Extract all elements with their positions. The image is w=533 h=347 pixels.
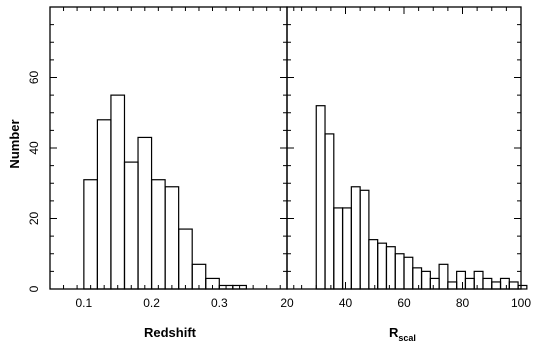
histogram-bar [385,246,396,290]
y-tick-label: 20 [27,212,41,226]
histogram-bar [499,277,510,290]
histogram-bar [341,207,352,290]
histogram-bar [315,105,326,290]
left-x-axis-label: Redshift [144,325,197,340]
histogram-bar [123,161,139,290]
y-tick-label: 0 [27,285,41,292]
histogram-bar [420,270,431,290]
histogram-bar [491,281,502,290]
histogram-bar [456,270,467,290]
histogram-bar [403,256,414,290]
right-x-axis-label-subscript: scal [398,333,416,343]
x-tick-label: 0.3 [211,296,228,310]
histogram-bar [412,267,423,290]
histogram-bar [464,277,475,290]
histogram-bar [324,133,335,290]
histogram-bar [110,94,126,290]
x-tick-label: 80 [456,296,470,310]
x-tick-label: 20 [280,296,294,310]
histogram-bar [350,186,361,290]
y-tick-label: 60 [27,71,41,85]
histogram-bar [96,119,112,290]
rscal-histogram-panel: 20 40 60 80 100 [280,6,531,310]
histogram-bar [333,207,344,290]
y-axis-label: Number [7,119,22,168]
histogram-bar [429,277,440,290]
histogram-bar [377,242,388,290]
histogram-bar [517,284,528,290]
histogram-bar [473,270,484,290]
right-x-axis-label-main: R [389,325,399,340]
y-tick-label: 40 [27,141,41,155]
histogram-bar [359,189,370,290]
histogram-bar [394,253,405,290]
histogram-bar [447,281,458,290]
plot-frame [286,6,522,290]
histogram-bar [137,136,153,290]
histogram-bar [178,228,193,290]
histogram-bar [83,179,98,290]
histogram-bar [150,179,166,290]
x-tick-label: 40 [339,296,353,310]
plot-frame [49,6,288,290]
histogram-bar [508,281,519,290]
x-tick-label: 0.2 [143,296,160,310]
histogram-bar [438,263,449,290]
x-tick-label: 100 [511,296,531,310]
histogram-bar [164,186,180,290]
histogram-bar [368,239,379,290]
histogram-bar [482,277,493,290]
x-tick-label: 0.1 [76,296,93,310]
right-x-axis-label: Rscal [389,325,416,343]
x-tick-label: 60 [397,296,411,310]
redshift-histogram-panel: 0.1 0.2 0.3 0 20 40 60 [27,6,295,310]
